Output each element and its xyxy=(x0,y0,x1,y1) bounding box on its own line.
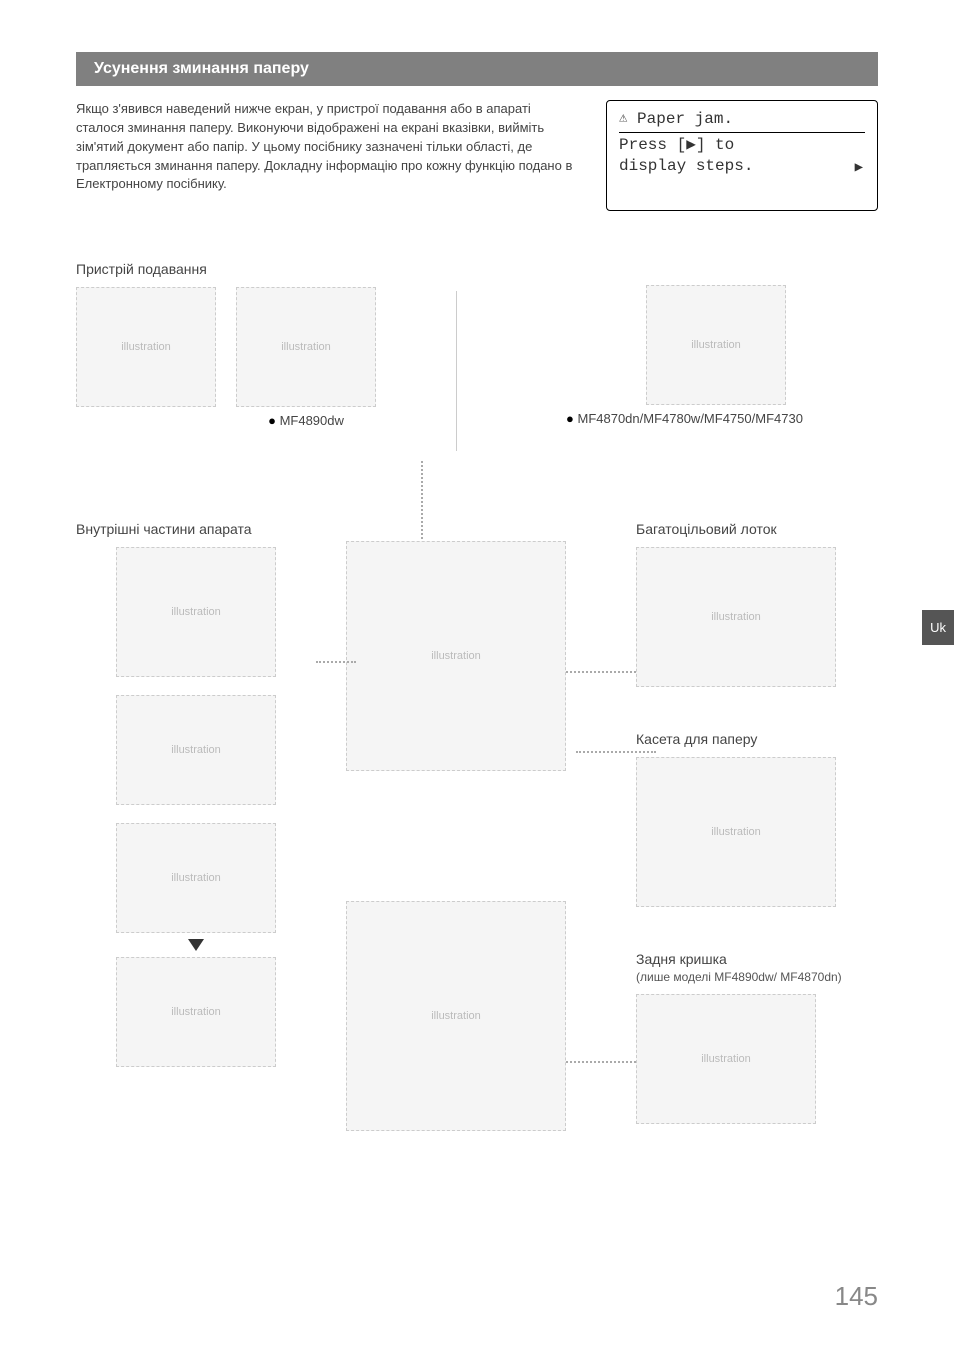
multi-tray-title: Багатоцільовий лоток xyxy=(636,521,866,537)
feeder-block-right: illustration ● MF4870dn/MF4780w/MF4750/M… xyxy=(566,285,866,426)
bullet-icon: ● xyxy=(268,413,276,428)
page-number: 145 xyxy=(835,1281,878,1312)
printer-illustration: illustration xyxy=(236,287,376,407)
multi-tray-block: Багатоцільовий лоток illustration xyxy=(636,521,866,687)
printer-illustration: illustration xyxy=(636,994,816,1124)
printer-illustration: illustration xyxy=(116,957,276,1067)
printer-illustration: illustration xyxy=(76,287,216,407)
caption-text: MF4890dw xyxy=(280,413,344,428)
printer-illustration: illustration xyxy=(116,547,276,677)
printer-illustration: illustration xyxy=(636,547,836,687)
paper-cassette-block: Касета для паперу illustration xyxy=(636,731,866,907)
printer-illustration: illustration xyxy=(636,757,836,907)
vertical-divider xyxy=(456,291,457,451)
rear-cover-title: Задня кришка xyxy=(636,951,866,967)
section-heading: Усунення зминання паперу xyxy=(76,52,878,86)
center-printer-bottom: illustration xyxy=(346,901,586,1131)
center-printer-top: illustration xyxy=(346,541,586,771)
feeder-title: Пристрій подавання xyxy=(76,261,416,277)
printer-illustration: illustration xyxy=(346,541,566,771)
diagram-area: Пристрій подавання illustration illustra… xyxy=(76,261,878,1141)
rear-cover-block: Задня кришка (лише моделі MF4890dw/ MF48… xyxy=(636,951,866,1123)
printer-illustration: illustration xyxy=(116,695,276,805)
intro-row: Якщо з'явився наведений нижче екран, у п… xyxy=(76,100,878,211)
down-arrow-icon xyxy=(188,939,204,951)
bullet-icon: ● xyxy=(566,411,574,426)
caption-text: MF4870dn/MF4780w/MF4750/MF4730 xyxy=(577,411,802,426)
printer-illustration: illustration xyxy=(116,823,276,933)
warning-icon: ⚠ xyxy=(619,111,627,127)
interior-title: Внутрішні частини апарата xyxy=(76,521,316,537)
lcd-line-1: ⚠ Paper jam. xyxy=(619,109,865,133)
lcd-display: ⚠ Paper jam. Press [▶] to display steps.… xyxy=(606,100,878,211)
printer-illustration: illustration xyxy=(646,285,786,405)
lcd-line1-text: Paper jam. xyxy=(637,110,733,128)
printer-illustration: illustration xyxy=(346,901,566,1131)
dotted-connector xyxy=(316,661,356,663)
interior-block: Внутрішні частини апарата illustration i… xyxy=(76,521,316,1067)
intro-paragraph: Якщо з'явився наведений нижче екран, у п… xyxy=(76,100,578,194)
feeder-block-left: Пристрій подавання illustration illustra… xyxy=(76,261,416,428)
lcd-line-3: display steps. xyxy=(619,156,865,177)
lcd-line-2: Press [▶] to xyxy=(619,135,865,156)
play-icon: ▶ xyxy=(855,159,863,177)
paper-cassette-title: Касета для паперу xyxy=(636,731,866,747)
rear-cover-subnote: (лише моделі MF4890dw/ MF4870dn) xyxy=(636,969,866,985)
feeder-caption-right: ● MF4870dn/MF4780w/MF4750/MF4730 xyxy=(566,411,866,426)
language-tab: Uk xyxy=(922,610,954,645)
feeder-caption-left: ● MF4890dw xyxy=(196,413,416,428)
page-container: Усунення зминання паперу Якщо з'явився н… xyxy=(0,0,954,1348)
